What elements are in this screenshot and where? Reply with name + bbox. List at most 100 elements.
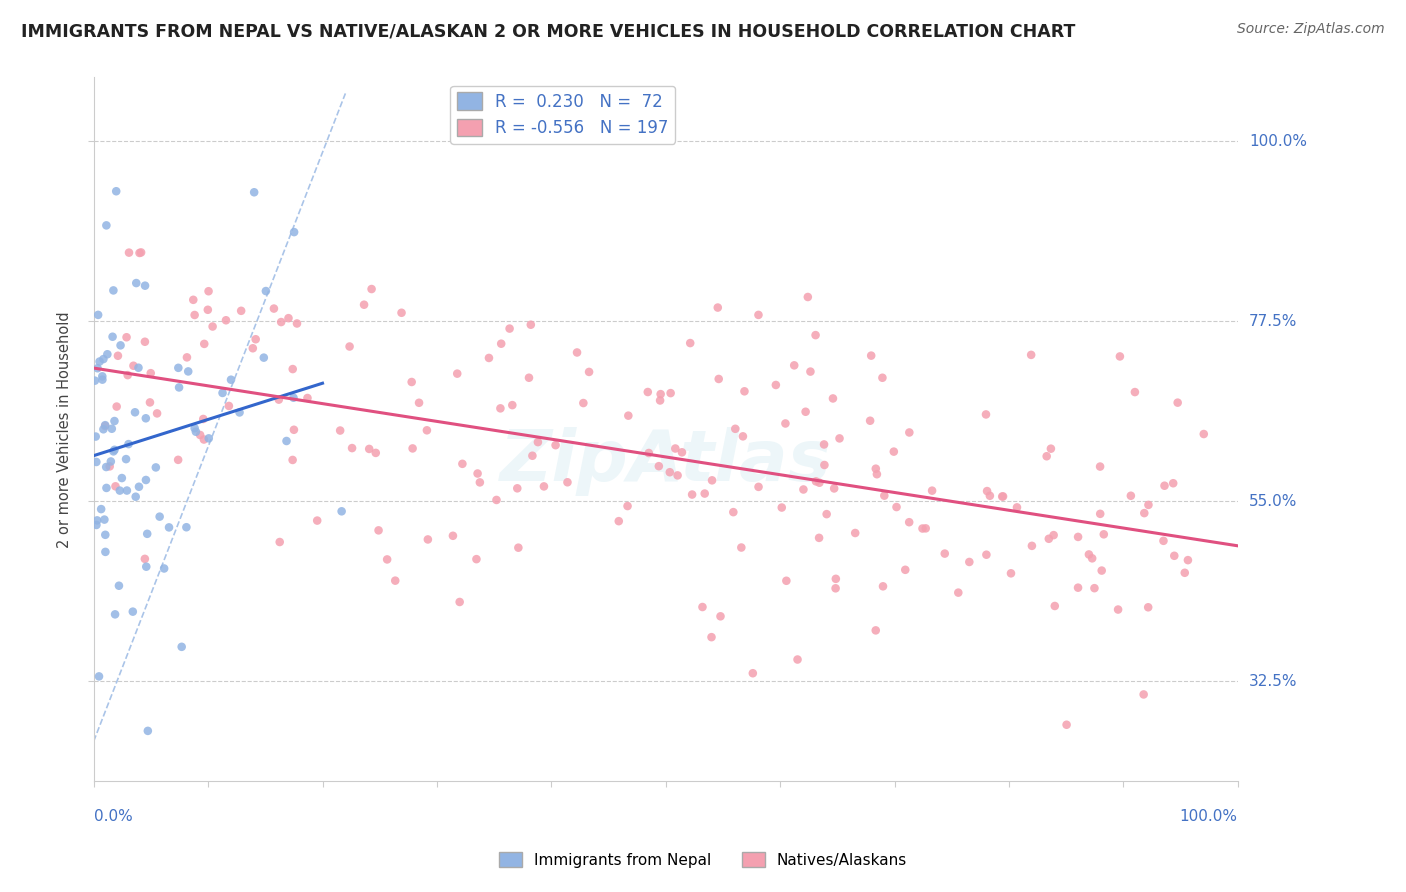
Legend: R =  0.230   N =  72, R = -0.556   N = 197: R = 0.230 N = 72, R = -0.556 N = 197 xyxy=(450,86,675,144)
Point xyxy=(1109,350,1132,364)
Point xyxy=(449,595,471,609)
Point xyxy=(110,338,132,352)
Point xyxy=(281,453,304,467)
Point xyxy=(416,533,439,547)
Point xyxy=(446,367,468,381)
Point xyxy=(84,429,107,443)
Point xyxy=(1163,549,1185,563)
Point xyxy=(957,555,980,569)
Point xyxy=(285,317,308,331)
Point xyxy=(139,366,162,380)
Point xyxy=(197,431,219,445)
Point xyxy=(533,479,555,493)
Point xyxy=(87,308,110,322)
Point xyxy=(451,457,474,471)
Point xyxy=(115,483,138,498)
Point xyxy=(828,431,851,445)
Point xyxy=(243,186,266,200)
Point xyxy=(122,359,145,373)
Point xyxy=(170,640,193,654)
Point xyxy=(297,391,319,405)
Text: 55.0%: 55.0% xyxy=(1249,494,1298,508)
Point xyxy=(201,319,224,334)
Text: Source: ZipAtlas.com: Source: ZipAtlas.com xyxy=(1237,22,1385,37)
Point xyxy=(911,522,934,536)
Point xyxy=(468,475,491,490)
Point xyxy=(91,369,114,384)
Point xyxy=(276,434,298,448)
Text: 77.5%: 77.5% xyxy=(1249,314,1298,329)
Point xyxy=(384,574,406,588)
Point xyxy=(860,349,883,363)
Point xyxy=(883,444,905,458)
Point xyxy=(86,455,108,469)
Point xyxy=(416,423,439,437)
Point xyxy=(94,418,117,433)
Point xyxy=(707,301,730,315)
Point xyxy=(1133,506,1156,520)
Point xyxy=(1123,385,1146,400)
Point xyxy=(1005,500,1028,515)
Point xyxy=(974,408,997,422)
Point xyxy=(146,406,169,420)
Point xyxy=(135,473,157,487)
Point xyxy=(283,423,305,437)
Point xyxy=(724,422,747,436)
Point xyxy=(1091,564,1114,578)
Point xyxy=(307,514,329,528)
Point xyxy=(1137,498,1160,512)
Point xyxy=(508,541,530,555)
Point xyxy=(375,552,398,566)
Point xyxy=(979,489,1001,503)
Point xyxy=(93,352,115,367)
Point xyxy=(1090,507,1112,521)
Point xyxy=(111,471,134,485)
Point xyxy=(501,398,523,412)
Point xyxy=(188,428,211,442)
Point xyxy=(197,302,219,317)
Point xyxy=(153,561,176,575)
Point xyxy=(1119,489,1142,503)
Point xyxy=(991,490,1014,504)
Text: 0.0%: 0.0% xyxy=(94,809,132,824)
Point xyxy=(637,446,659,460)
Point xyxy=(1081,551,1104,566)
Point xyxy=(976,484,998,499)
Point xyxy=(815,507,838,521)
Point xyxy=(648,459,671,474)
Point xyxy=(1077,548,1099,562)
Point xyxy=(731,429,754,443)
Point xyxy=(898,425,921,440)
Point xyxy=(231,303,253,318)
Point xyxy=(808,531,831,545)
Point xyxy=(108,483,131,498)
Point xyxy=(1092,527,1115,541)
Point xyxy=(93,512,115,526)
Point xyxy=(86,518,108,533)
Point xyxy=(693,486,716,500)
Point xyxy=(103,284,125,298)
Point xyxy=(1067,581,1090,595)
Point xyxy=(101,422,124,436)
Point xyxy=(1174,566,1197,580)
Point xyxy=(659,386,682,401)
Point xyxy=(658,465,681,479)
Point xyxy=(948,585,970,599)
Point xyxy=(139,395,162,409)
Point xyxy=(103,444,125,458)
Point xyxy=(700,474,723,488)
Point xyxy=(193,337,215,351)
Point xyxy=(134,552,156,566)
Point xyxy=(671,445,693,459)
Point xyxy=(934,547,956,561)
Text: 100.0%: 100.0% xyxy=(1249,134,1308,149)
Point xyxy=(730,541,752,555)
Point xyxy=(733,384,755,399)
Point xyxy=(94,419,117,434)
Point xyxy=(792,483,814,497)
Point xyxy=(775,574,797,588)
Point xyxy=(281,362,304,376)
Point xyxy=(747,480,769,494)
Point xyxy=(799,365,821,379)
Point xyxy=(1035,449,1057,463)
